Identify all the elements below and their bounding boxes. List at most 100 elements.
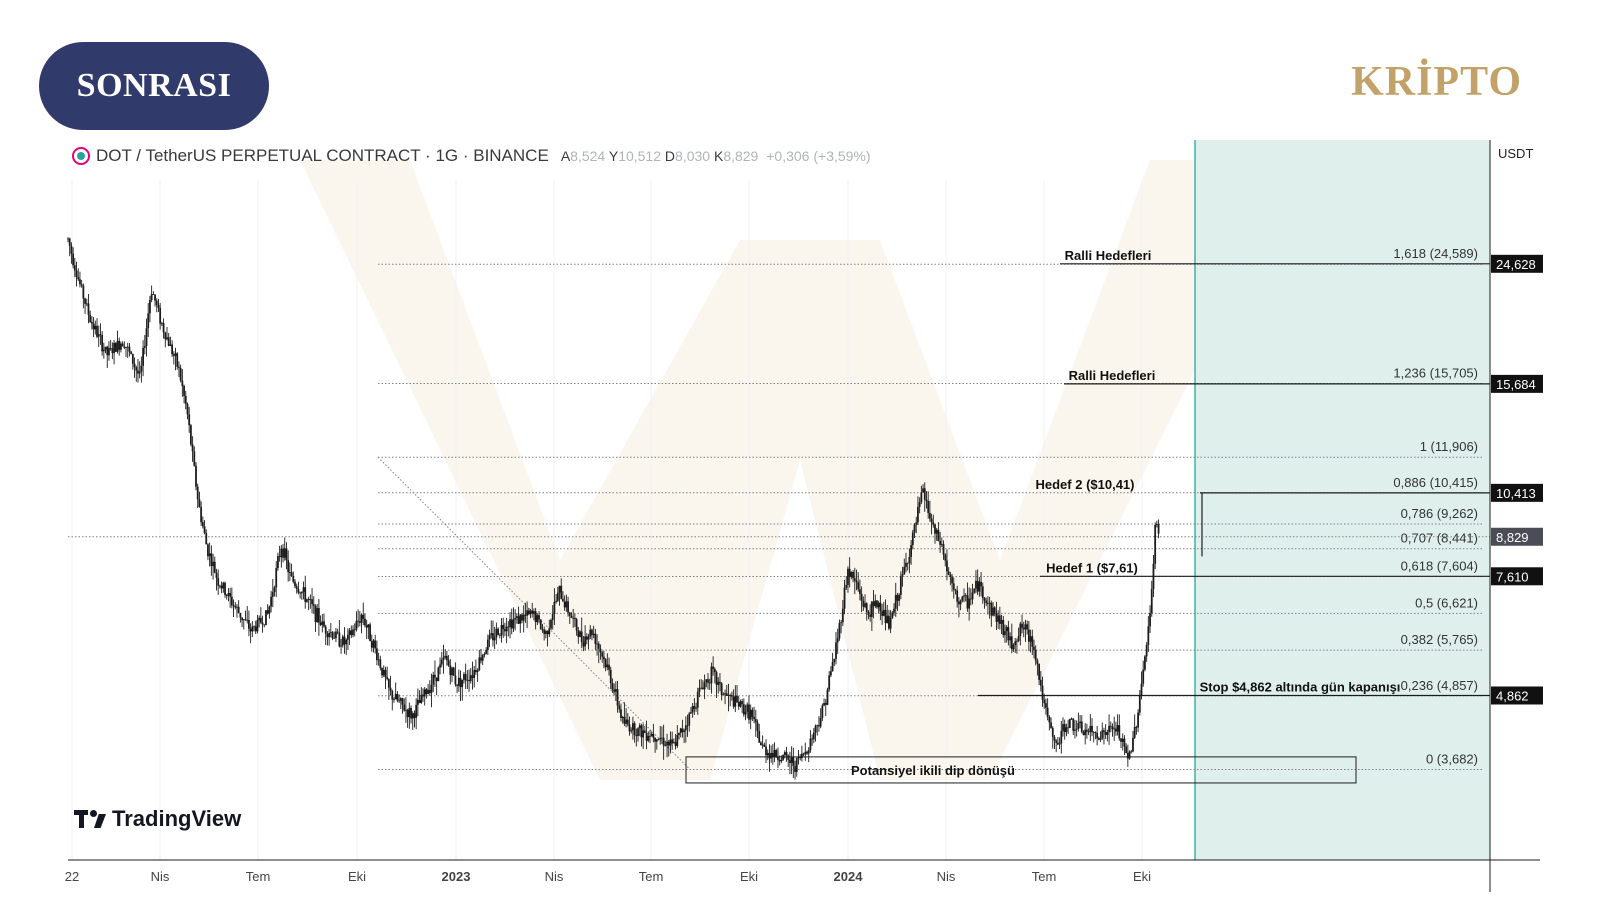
candle: [1053, 734, 1056, 749]
candle-body: [341, 636, 344, 646]
candle-body: [208, 553, 211, 557]
candle-body: [765, 746, 767, 756]
candle-body: [952, 583, 955, 590]
candle: [773, 742, 776, 763]
candle: [1033, 639, 1035, 659]
candle-body: [696, 691, 699, 708]
candle-body: [783, 752, 786, 755]
candle: [1138, 690, 1141, 716]
candle-body: [399, 698, 402, 701]
candle: [724, 689, 726, 705]
candle: [628, 716, 631, 736]
candle-body: [299, 592, 302, 594]
candle-body: [903, 566, 906, 575]
candle-body: [137, 370, 139, 374]
candle: [761, 735, 764, 749]
candle: [278, 545, 281, 562]
candle: [577, 626, 580, 644]
high-label: Y: [608, 148, 619, 164]
candle: [329, 622, 332, 638]
candle: [573, 613, 576, 627]
double-bottom-label: Potansiyel ikili dip dönüşü: [851, 763, 1015, 778]
candle: [1017, 627, 1020, 643]
candle: [932, 514, 935, 528]
candle-body: [691, 706, 694, 713]
candle-body: [778, 759, 781, 762]
candle-body: [717, 681, 720, 685]
candle: [847, 566, 849, 593]
candle: [1039, 671, 1042, 692]
candle-body: [485, 649, 488, 654]
candle: [1118, 714, 1121, 741]
candle: [541, 623, 544, 633]
candle: [109, 339, 112, 351]
candle-body: [316, 608, 319, 622]
candle-body: [932, 522, 935, 525]
candle: [703, 674, 706, 700]
candle: [533, 608, 535, 621]
candle: [207, 543, 209, 561]
candle-body: [94, 325, 97, 330]
candle-body: [857, 582, 860, 590]
candle-body: [82, 285, 85, 299]
candle: [753, 706, 755, 724]
candle-body: [360, 614, 363, 623]
candle: [519, 614, 522, 633]
high-value: 10,512: [618, 148, 662, 164]
candle-body: [934, 524, 936, 534]
candle: [567, 596, 569, 617]
candle-body: [835, 642, 837, 659]
candle-body: [881, 611, 883, 616]
candle-body: [1099, 738, 1102, 740]
fib-level-label: 0,5 (6,621): [1415, 595, 1478, 610]
candle-body: [703, 682, 706, 690]
candle-body: [894, 594, 897, 609]
candle: [556, 586, 559, 602]
candle: [381, 667, 383, 678]
candle: [563, 595, 566, 611]
candle: [405, 697, 407, 723]
candle: [97, 325, 100, 347]
candle: [277, 552, 279, 571]
candle: [985, 597, 988, 607]
candle: [550, 618, 552, 630]
candle: [686, 714, 689, 737]
candle-body: [749, 709, 752, 720]
candle: [1101, 722, 1104, 741]
candle: [270, 590, 272, 613]
candle-body: [205, 533, 208, 545]
candle: [818, 715, 820, 732]
candle-body: [364, 618, 366, 626]
candle-body: [229, 593, 232, 597]
candle-body: [265, 610, 267, 625]
candle: [360, 613, 363, 634]
candle: [72, 247, 75, 269]
candle: [341, 634, 344, 648]
candle: [140, 356, 143, 383]
candle-body: [701, 687, 704, 690]
candle: [616, 680, 619, 713]
candle: [162, 318, 165, 339]
candle-body: [678, 732, 680, 736]
candle: [954, 588, 957, 595]
time-tick-label: Nis: [937, 869, 956, 884]
candle: [819, 708, 822, 729]
time-tick-label: Tem: [1032, 869, 1057, 884]
candle-body: [577, 630, 580, 637]
candle-body: [121, 343, 124, 347]
candle: [787, 754, 790, 767]
candle: [811, 734, 814, 746]
candle: [191, 436, 194, 462]
candle: [748, 695, 750, 724]
candle-body: [768, 752, 771, 759]
candle-body: [734, 695, 737, 707]
candle: [212, 553, 214, 580]
candle: [1026, 620, 1029, 635]
candle: [285, 542, 288, 570]
candle-body: [1051, 727, 1054, 737]
candle: [374, 634, 377, 654]
candle-body: [422, 694, 424, 697]
candle: [951, 573, 953, 592]
candle-body: [889, 617, 892, 629]
